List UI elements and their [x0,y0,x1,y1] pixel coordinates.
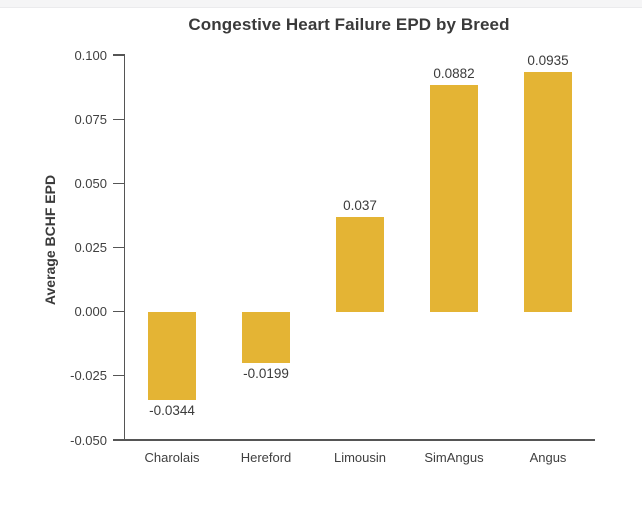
y-tick-label: 0.075 [74,111,107,127]
y-tick [113,439,125,441]
y-tick [113,375,125,377]
y-tick [113,54,125,56]
y-tick [113,182,125,184]
y-axis-label: Average BCHF EPD [42,174,58,306]
y-tick-label: -0.025 [70,368,107,384]
x-tick-label: Limousin [333,450,387,465]
bar-value-label: -0.0344 [149,402,195,418]
bar [524,71,572,312]
plot-area: 0.100 0.075 0.050 0.025 0.000 -0.025 -0.050 -0.… [70,49,595,465]
bar-value-label: 0.037 [343,197,377,213]
bar [336,216,384,312]
bar [430,85,478,312]
y-tick-label: 0.100 [74,47,107,63]
y-tick [113,311,125,313]
bar-value-label: -0.0199 [243,365,289,381]
x-tick-label: Angus [529,450,567,465]
y-tick-label: 0.050 [74,175,107,191]
x-tick-label: Charolais [144,450,200,465]
y-tick-label: 0.000 [74,304,107,320]
x-tick-label: Hereford [240,450,292,465]
y-tick-label: -0.050 [70,432,107,448]
bar [148,311,196,400]
bar [242,311,290,363]
y-tick [113,118,125,120]
chart-title: Congestive Heart Failure EPD by Breed [188,15,510,34]
x-axis-spine [124,439,595,441]
y-tick-label: 0.025 [74,240,107,255]
y-tick [113,246,125,249]
bar-value-label: 0.0935 [527,52,569,68]
bar-value-label: 0.0882 [433,66,475,82]
page-top-strip [0,0,642,8]
x-tick-label: SimAngus [424,450,484,465]
